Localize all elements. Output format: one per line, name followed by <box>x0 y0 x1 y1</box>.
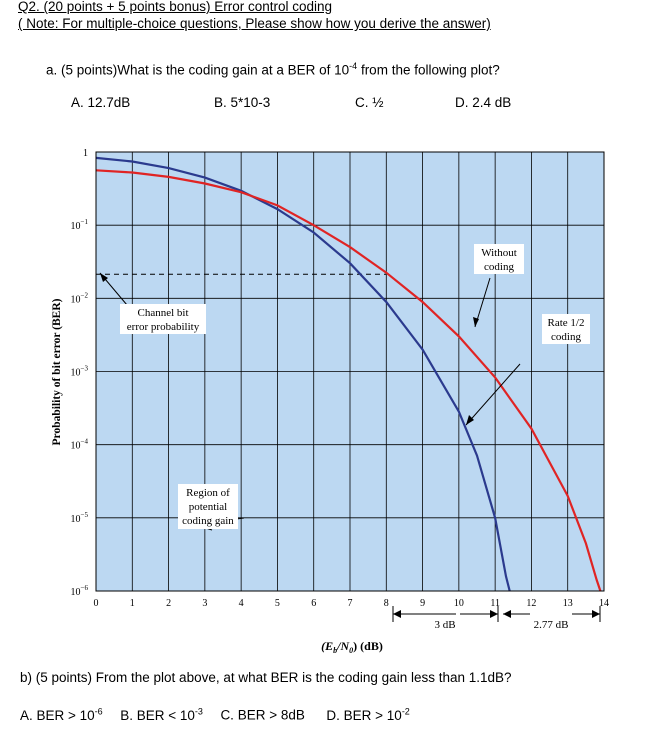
annotation-rate-1: Rate 1/2 <box>548 317 585 329</box>
part-b-option-d-text: D. BER > 10 <box>326 707 402 723</box>
part-b-prompt: b) (5 points) From the plot above, at wh… <box>20 670 512 685</box>
y-tick-label: 10−2 <box>71 291 89 305</box>
curve-without-coding <box>95 156 511 592</box>
part-a-option-c: C. ½ <box>355 95 384 110</box>
part-b-option-a-text: A. BER > 10 <box>20 707 95 723</box>
part-a-prompt-post: from the following plot? <box>357 62 500 78</box>
arrow-heads <box>100 273 600 618</box>
annotation-channel-1: Channel bit <box>137 307 188 319</box>
part-a-option-a: A. 12.7dB <box>71 95 131 110</box>
part-b-option-d-exp: -2 <box>401 706 410 716</box>
part-b-option-b-text: B. BER < 10 <box>120 707 195 723</box>
note-text: ( Note: For multiple-choice questions, P… <box>18 16 491 31</box>
x-tick-label: 1 <box>130 598 135 609</box>
annotation-channel-2: error probability <box>127 321 200 333</box>
annotation-region-3: coding gain <box>182 515 234 527</box>
part-a-prompt-pre: a. (5 points)What is the coding gain at … <box>46 62 350 78</box>
x-tick-label: 10 <box>454 598 464 609</box>
x-tick-label: 12 <box>526 598 536 609</box>
part-a-option-d: D. 2.4 dB <box>455 95 512 110</box>
x-tick-label: 14 <box>599 598 609 609</box>
xlabel-d: 0 <box>349 646 353 655</box>
xlabel-e: ) (dB) <box>353 639 383 653</box>
y-tick-label: 10−4 <box>71 438 89 452</box>
xlabel-c: /N <box>336 639 350 653</box>
part-b-option-b: B. BER < 10-3 <box>120 706 203 723</box>
part-b-option-a: A. BER > 10-6 <box>20 706 103 723</box>
x-tick-label: 6 <box>311 598 316 609</box>
question-title: Q2. (20 points + 5 points bonus) Error c… <box>18 0 333 14</box>
y-tick-label: 10−3 <box>71 365 89 379</box>
x-tick-label: 2 <box>166 598 171 609</box>
x-tick-label: 13 <box>563 598 573 609</box>
annotation-without-1: Without <box>481 247 517 259</box>
gain-label-3db: 3 dB <box>434 619 455 631</box>
part-b-option-b-exp: -3 <box>194 706 203 716</box>
gain-label-277db: 2.77 dB <box>534 619 569 631</box>
x-tick-label: 11 <box>490 598 500 609</box>
y-tick-label: 10−5 <box>71 511 89 525</box>
label-box-region <box>178 484 238 529</box>
label-box-channel <box>120 304 206 334</box>
curve-rate-half-coding <box>95 169 602 592</box>
label-box-rate <box>542 314 590 344</box>
annotation-region-1: Region of <box>186 487 230 499</box>
x-tick-label: 5 <box>275 598 280 609</box>
label-box-without <box>474 244 524 274</box>
x-tick-labels: 0 1 2 3 4 5 6 7 8 9 10 11 12 13 14 <box>94 598 610 609</box>
y-axis-label: Probability of bit error (BER) <box>51 298 63 445</box>
x-tick-label: 0 <box>94 598 99 609</box>
plot-frame <box>95 151 605 592</box>
y-tick-label: 10−6 <box>71 584 89 598</box>
part-a-option-b: B. 5*10-3 <box>214 95 271 110</box>
x-tick-label: 9 <box>420 598 425 609</box>
y-tick-labels: 1 10−1 10−2 10−3 10−4 10−5 10−6 <box>71 148 89 598</box>
x-axis-label: (Eb/N0) (dB) <box>321 639 383 655</box>
x-tick-label: 3 <box>202 598 207 609</box>
y-tick-label: 1 <box>83 148 88 159</box>
part-b-option-c: C. BER > 8dB <box>220 707 305 723</box>
part-b-options: A. BER > 10-6 B. BER < 10-3 C. BER > 8dB… <box>20 703 410 724</box>
annotation-without-2: coding <box>484 261 514 273</box>
part-b-option-d: D. BER > 10-2 <box>326 706 410 723</box>
question-note: ( Note: For multiple-choice questions, P… <box>18 16 491 32</box>
annotation-rate-2: coding <box>551 331 581 343</box>
x-tick-label: 4 <box>239 598 244 609</box>
part-a-prompt-exp: -4 <box>349 61 358 71</box>
part-b-option-a-exp: -6 <box>94 706 103 716</box>
x-tick-label: 8 <box>384 598 389 609</box>
xlabel-a: (E <box>321 639 333 653</box>
xlabel-b: b <box>333 646 337 655</box>
part-a-prompt: a. (5 points)What is the coding gain at … <box>46 58 500 79</box>
x-tick-label: 7 <box>348 598 353 609</box>
ber-plot: 0 1 2 3 4 5 6 7 8 9 10 11 12 13 14 110−110−210−310−410… <box>51 148 610 655</box>
annotation-region-2: potential <box>189 501 228 513</box>
y-tick-label: 10−1 <box>71 218 89 232</box>
